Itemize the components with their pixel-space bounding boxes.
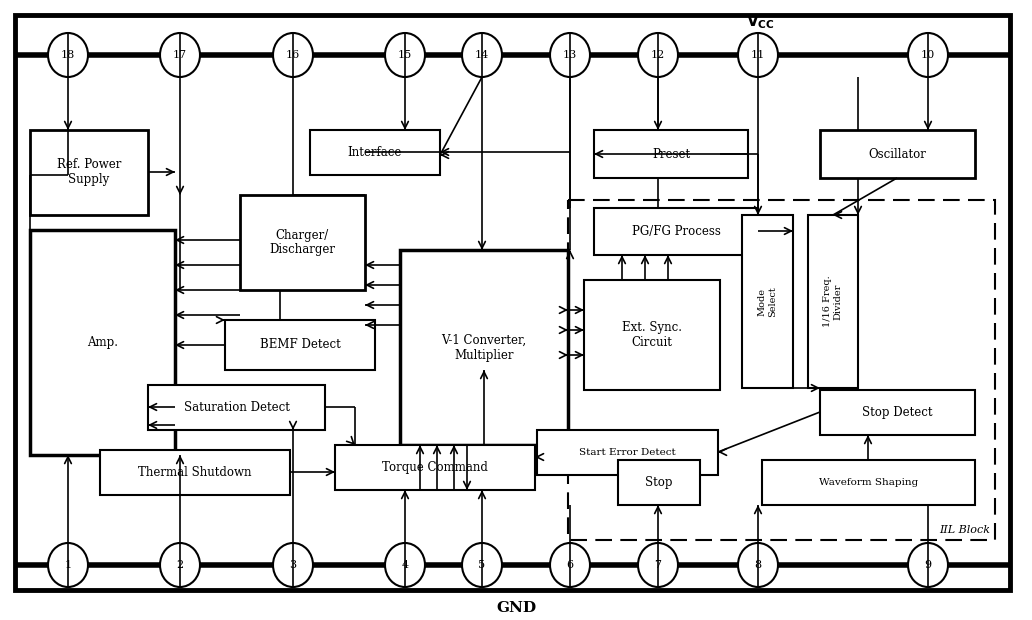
FancyBboxPatch shape <box>335 445 535 490</box>
Ellipse shape <box>49 543 88 587</box>
Ellipse shape <box>273 33 313 77</box>
Text: 6: 6 <box>567 560 574 570</box>
FancyBboxPatch shape <box>225 320 375 370</box>
Ellipse shape <box>160 543 200 587</box>
Text: Ref. Power
Supply: Ref. Power Supply <box>57 159 121 187</box>
FancyBboxPatch shape <box>594 130 748 178</box>
Ellipse shape <box>738 33 778 77</box>
FancyBboxPatch shape <box>100 450 290 495</box>
Ellipse shape <box>550 33 590 77</box>
FancyBboxPatch shape <box>30 230 175 455</box>
Text: Charger/
Discharger: Charger/ Discharger <box>269 229 335 257</box>
FancyBboxPatch shape <box>594 208 757 255</box>
Text: 10: 10 <box>921 50 935 60</box>
Ellipse shape <box>462 33 502 77</box>
Ellipse shape <box>638 33 678 77</box>
FancyBboxPatch shape <box>15 15 1010 590</box>
FancyBboxPatch shape <box>30 130 148 215</box>
Text: 3: 3 <box>289 560 296 570</box>
Text: 11: 11 <box>751 50 765 60</box>
Text: Torque Command: Torque Command <box>382 461 488 474</box>
Text: 16: 16 <box>286 50 300 60</box>
Text: Oscillator: Oscillator <box>869 148 927 161</box>
Text: 12: 12 <box>651 50 666 60</box>
Text: BEMF Detect: BEMF Detect <box>260 339 341 352</box>
Ellipse shape <box>160 33 200 77</box>
FancyBboxPatch shape <box>240 195 365 290</box>
Text: 17: 17 <box>173 50 187 60</box>
FancyBboxPatch shape <box>820 130 975 178</box>
Text: 7: 7 <box>654 560 662 570</box>
Ellipse shape <box>908 33 948 77</box>
Text: Stop Detect: Stop Detect <box>863 406 933 419</box>
FancyBboxPatch shape <box>148 385 325 430</box>
Ellipse shape <box>638 543 678 587</box>
Text: Thermal Shutdown: Thermal Shutdown <box>138 466 252 479</box>
Ellipse shape <box>550 543 590 587</box>
Text: Waveform Shaping: Waveform Shaping <box>818 478 918 487</box>
Text: Stop: Stop <box>645 476 673 489</box>
Text: Amp.: Amp. <box>87 336 118 349</box>
Text: GND: GND <box>496 601 536 615</box>
Ellipse shape <box>273 543 313 587</box>
Text: 1: 1 <box>64 560 71 570</box>
Text: 5: 5 <box>479 560 486 570</box>
Ellipse shape <box>462 543 502 587</box>
Text: Interface: Interface <box>348 146 402 159</box>
Text: Saturation Detect: Saturation Detect <box>184 401 289 414</box>
Text: Preset: Preset <box>652 148 690 161</box>
Ellipse shape <box>385 543 425 587</box>
FancyBboxPatch shape <box>310 130 440 175</box>
FancyBboxPatch shape <box>568 200 995 540</box>
Text: Ext. Sync.
Circuit: Ext. Sync. Circuit <box>622 321 682 349</box>
Text: Mode
Select: Mode Select <box>757 286 777 317</box>
FancyBboxPatch shape <box>537 430 718 475</box>
FancyBboxPatch shape <box>618 460 700 505</box>
Text: 8: 8 <box>754 560 762 570</box>
Text: 15: 15 <box>398 50 412 60</box>
FancyBboxPatch shape <box>808 215 858 388</box>
Text: 2: 2 <box>176 560 184 570</box>
FancyBboxPatch shape <box>584 280 720 390</box>
Text: 14: 14 <box>475 50 489 60</box>
Text: 9: 9 <box>925 560 932 570</box>
FancyBboxPatch shape <box>742 215 793 388</box>
Text: 13: 13 <box>562 50 577 60</box>
Text: IIL Block: IIL Block <box>939 525 990 535</box>
Text: 4: 4 <box>401 560 409 570</box>
Text: Start Error Detect: Start Error Detect <box>579 448 676 457</box>
Ellipse shape <box>908 543 948 587</box>
Text: PG/FG Process: PG/FG Process <box>632 225 720 238</box>
Ellipse shape <box>385 33 425 77</box>
Text: 1/16 Freq.
Divider: 1/16 Freq. Divider <box>824 276 843 327</box>
Text: 18: 18 <box>61 50 75 60</box>
Text: V-1 Converter,
Multiplier: V-1 Converter, Multiplier <box>442 334 526 361</box>
FancyBboxPatch shape <box>400 250 568 445</box>
Ellipse shape <box>49 33 88 77</box>
FancyBboxPatch shape <box>820 390 975 435</box>
Text: $\mathbf{V_{CC}}$: $\mathbf{V_{CC}}$ <box>745 12 774 32</box>
FancyBboxPatch shape <box>762 460 975 505</box>
Ellipse shape <box>738 543 778 587</box>
